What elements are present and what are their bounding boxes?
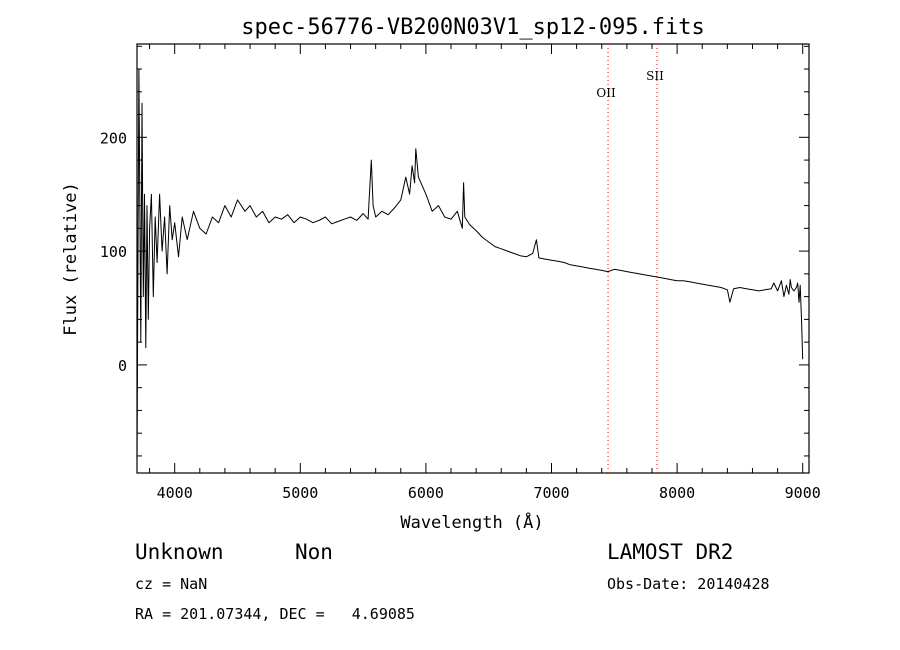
line-marker-label: OII [596, 86, 616, 100]
coordinates-label: RA = 201.07344, DEC = 4.69085 [135, 605, 415, 623]
x-tick-label: 5000 [282, 484, 318, 502]
plot-frame [136, 43, 810, 474]
x-tick-label: 4000 [157, 484, 193, 502]
y-tick-label: 0 [118, 357, 127, 375]
x-tick-label: 7000 [533, 484, 569, 502]
x-axis-label: Wavelength (Å) [400, 511, 543, 533]
x-axis: 4000 5000 6000 7000 8000 9000 [149, 44, 821, 502]
subclass-label: Non [295, 540, 333, 564]
chart-title: spec-56776-VB200N03V1_sp12-095.fits [241, 15, 705, 40]
spectrum-line [136, 68, 804, 462]
classification-label: Unknown [135, 540, 224, 564]
x-tick-label: 6000 [408, 484, 444, 502]
y-tick-label: 200 [100, 129, 127, 147]
y-axis: 0 100 200 [100, 45, 809, 457]
y-axis-label: Flux (relative) [61, 182, 81, 336]
series-group [136, 68, 804, 462]
obs-date-label: Obs-Date: 20140428 [607, 575, 770, 593]
redshift-label: cz = NaN [135, 575, 207, 593]
x-tick-label: 9000 [785, 484, 821, 502]
line-markers: OII SII [596, 44, 664, 473]
survey-label: LAMOST DR2 [607, 540, 733, 564]
x-tick-label: 8000 [659, 484, 695, 502]
y-tick-label: 100 [100, 243, 127, 261]
line-marker-label: SII [646, 69, 664, 83]
